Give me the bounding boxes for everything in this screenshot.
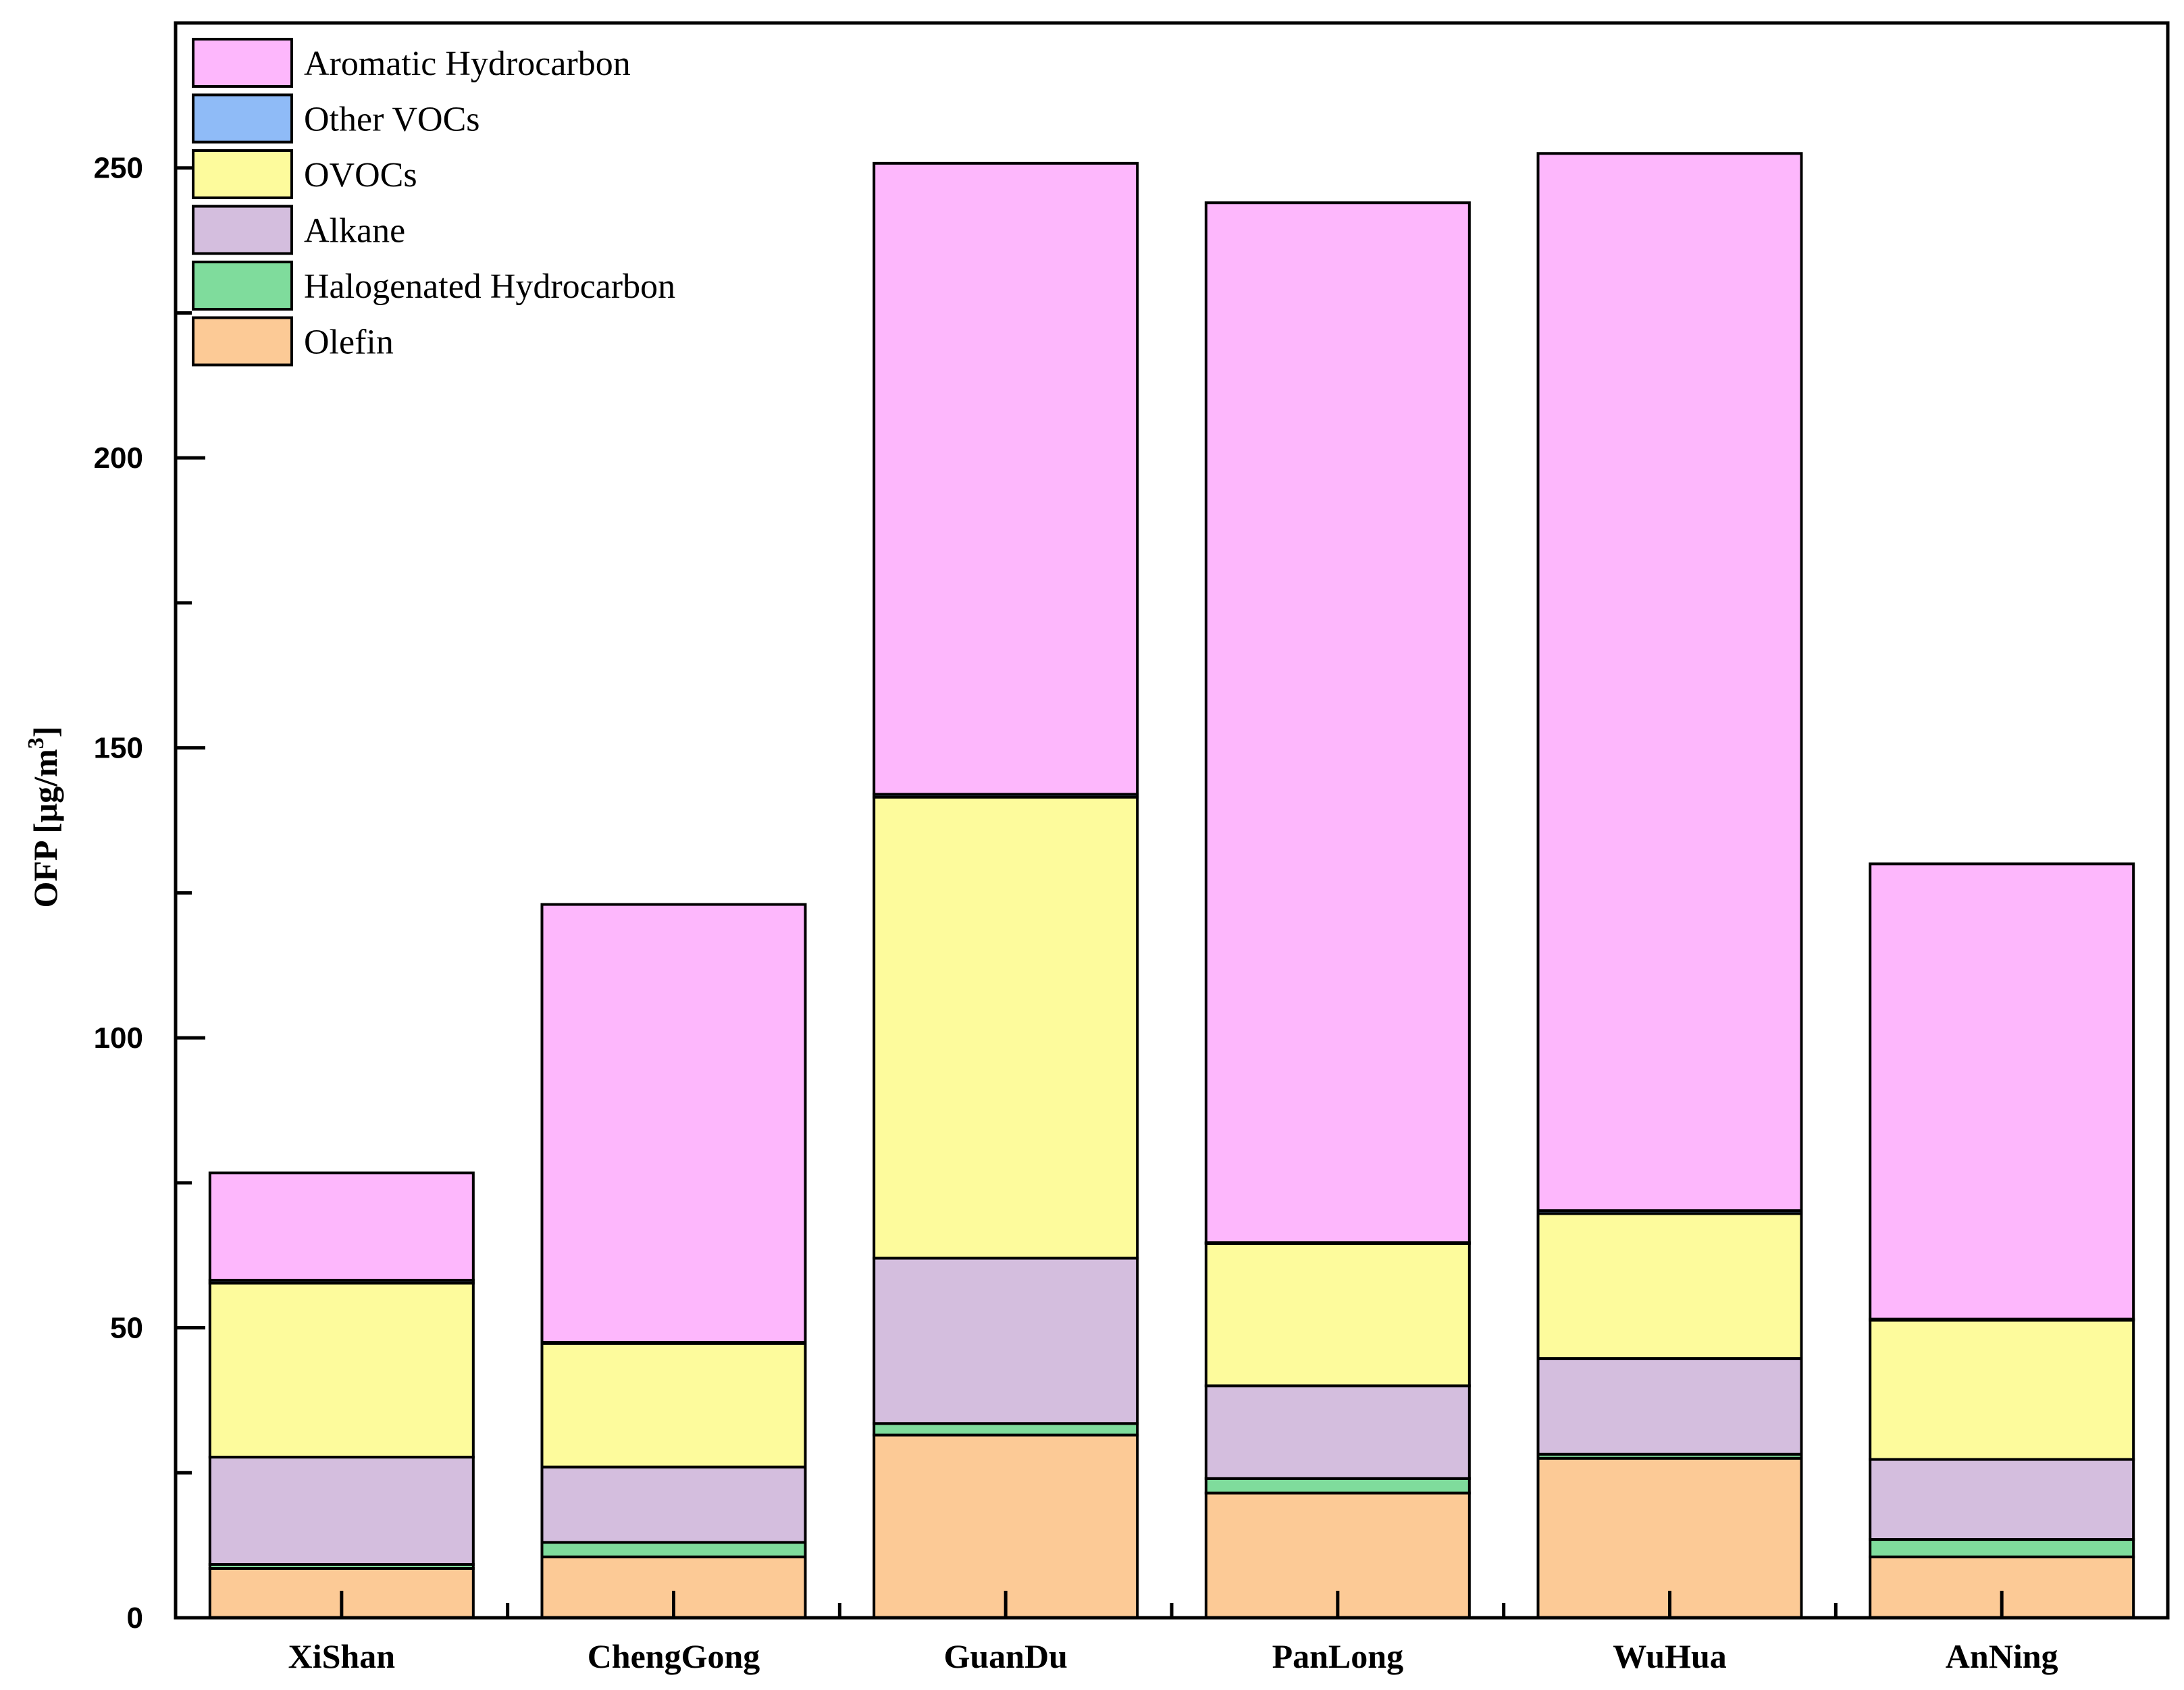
y-tick-label: 200: [94, 442, 143, 475]
bar-segment-AnNing-ovocs: [1869, 1319, 2135, 1461]
bar-segment-GuanDu-aromatic-hydrocarbon: [873, 161, 1139, 796]
x-tick-label-GuanDu: GuanDu: [943, 1637, 1067, 1675]
legend-label: OVOCs: [304, 156, 417, 194]
bar-segment-AnNing-halogenated-hydrocarbon: [1869, 1538, 2135, 1558]
x-tick-label-ChengGong: ChengGong: [588, 1637, 760, 1675]
bar-segment-AnNing-alkane: [1869, 1458, 2135, 1541]
legend-swatch: [192, 93, 293, 144]
bar-segment-XiShan-alkane: [208, 1456, 475, 1566]
x-tick-label-PanLong: PanLong: [1272, 1637, 1404, 1675]
legend-label: Other VOCs: [304, 101, 479, 139]
bar-segment-AnNing-aromatic-hydrocarbon: [1869, 862, 2135, 1321]
bar-segment-ChengGong-alkane: [540, 1465, 807, 1544]
legend-item-ovocs: OVOCs: [192, 149, 417, 199]
bar-segment-ChengGong-aromatic-hydrocarbon: [540, 903, 807, 1344]
y-axis-title: OFP [μg/m3]: [24, 727, 64, 908]
legend-item-olefin: Olefin: [192, 316, 394, 367]
bar-segment-ChengGong-ovocs: [540, 1342, 807, 1469]
bar-group-PanLong: [1204, 201, 1471, 1619]
bar-segment-XiShan-ovocs: [208, 1282, 475, 1459]
x-tick-label-XiShan: XiShan: [288, 1637, 396, 1675]
y-tick-label: 250: [94, 152, 143, 185]
legend-label: Alkane: [304, 212, 405, 250]
bar-group-ChengGong: [540, 903, 807, 1619]
bar-group-WuHua: [1536, 152, 1803, 1620]
bar-group-GuanDu: [873, 161, 1139, 1619]
axes-layer: XiShan ChengGong GuanDu PanLong WuHua AnNing 0…: [94, 21, 2170, 1675]
legend-swatch: [192, 205, 293, 255]
bar-segment-WuHua-ovocs: [1536, 1212, 1803, 1361]
bar-segment-PanLong-ovocs: [1204, 1242, 1471, 1388]
y-axis-title-superscript: 3: [24, 737, 49, 749]
bar-segment-GuanDu-olefin: [873, 1433, 1139, 1619]
y-tick-label: 50: [110, 1312, 143, 1345]
bar-group-AnNing: [1869, 862, 2135, 1619]
bars-layer: [208, 152, 2135, 1620]
bar-segment-PanLong-alkane: [1204, 1384, 1471, 1480]
bar-segment-XiShan-aromatic-hydrocarbon: [208, 1171, 475, 1282]
legend-swatch: [192, 261, 293, 311]
y-axis-title-main: OFP [μg/m: [26, 749, 64, 907]
legend-label: Aromatic Hydrocarbon: [304, 45, 631, 83]
y-axis-title-suffix: ]: [26, 727, 64, 738]
legend-swatch: [192, 316, 293, 367]
y-tick-label: 150: [94, 732, 143, 765]
bar-segment-GuanDu-alkane: [873, 1257, 1139, 1425]
legend-item-alkane: Alkane: [192, 205, 405, 255]
legend: Aromatic Hydrocarbon Other VOCs OVOCs Alkan…: [192, 38, 675, 367]
legend-item-halogenated-hydrocarbon: Halogenated Hydrocarbon: [192, 261, 675, 311]
legend-item-aromatic-hydrocarbon: Aromatic Hydrocarbon: [192, 38, 631, 88]
bar-segment-PanLong-halogenated-hydrocarbon: [1204, 1477, 1471, 1495]
plot-frame: [174, 21, 2170, 1620]
bar-segment-GuanDu-halogenated-hydrocarbon: [873, 1422, 1139, 1437]
y-tick-label: 0: [127, 1602, 143, 1635]
bar-segment-GuanDu-ovocs: [873, 795, 1139, 1260]
legend-item-other-vocs: Other VOCs: [192, 93, 479, 144]
bar-segment-WuHua-aromatic-hydrocarbon: [1536, 152, 1803, 1213]
legend-swatch: [192, 149, 293, 199]
bar-segment-ChengGong-halogenated-hydrocarbon: [540, 1541, 807, 1558]
legend-label: Halogenated Hydrocarbon: [304, 267, 675, 306]
x-tick-label-WuHua: WuHua: [1613, 1637, 1727, 1675]
legend-label: Olefin: [304, 323, 394, 362]
bar-segment-PanLong-aromatic-hydrocarbon: [1204, 201, 1471, 1244]
x-tick-label-AnNing: AnNing: [1946, 1637, 2058, 1675]
y-tick-label: 100: [94, 1022, 143, 1055]
legend-swatch: [192, 38, 293, 88]
bar-segment-WuHua-alkane: [1536, 1357, 1803, 1456]
bar-group-XiShan: [208, 1171, 475, 1619]
